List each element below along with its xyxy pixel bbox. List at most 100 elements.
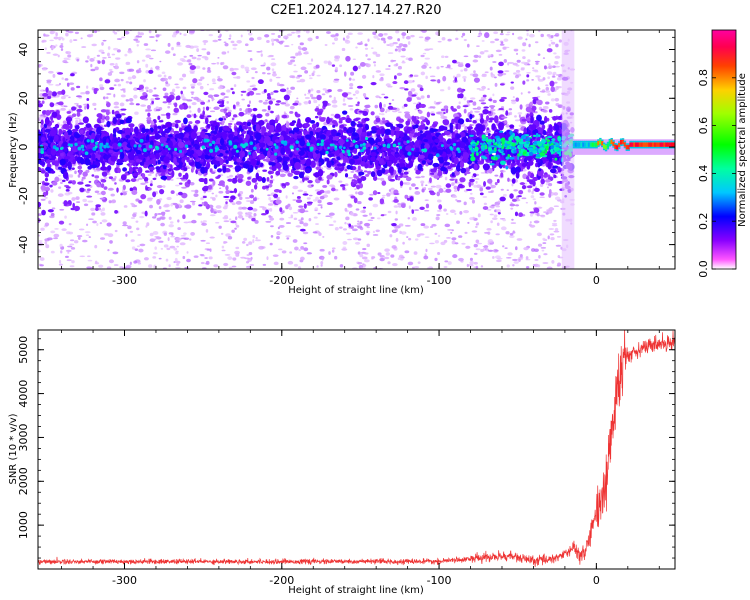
- heatmap-cell: [113, 103, 119, 105]
- heatmap-cell: [502, 193, 507, 197]
- heatmap-cell: [404, 224, 411, 227]
- heatmap-cell: [512, 264, 515, 267]
- heatmap-cell: [168, 264, 171, 268]
- heatmap-cell: [526, 185, 533, 189]
- heatmap-cell: [487, 54, 492, 56]
- heatmap-cell: [278, 189, 282, 194]
- heatmap-cell: [160, 113, 167, 116]
- heatmap-cell: [151, 100, 155, 105]
- heatmap-cell: [384, 248, 390, 252]
- heatmap-cell: [431, 223, 437, 227]
- heatmap-cell: [215, 194, 218, 198]
- heatmap-cell: [146, 117, 152, 121]
- heatmap-cell: [180, 237, 187, 240]
- heatmap-cell: [500, 41, 504, 44]
- heatmap-cell: [437, 252, 441, 255]
- heatmap-cell: [294, 246, 299, 251]
- heatmap-cell: [244, 197, 250, 200]
- heatmap-cell: [472, 119, 477, 124]
- heatmap-cell: [65, 186, 71, 189]
- heatmap-cell: [149, 204, 153, 209]
- heatmap-cell: [271, 68, 275, 72]
- heatmap-cell: [187, 179, 191, 185]
- heatmap-cell: [396, 72, 403, 76]
- heatmap-cell: [494, 82, 498, 87]
- heatmap-cell: [219, 187, 222, 189]
- heatmap-cell: [164, 209, 171, 212]
- heatmap-cell: [414, 191, 421, 195]
- heatmap-cell: [372, 51, 378, 55]
- heatmap-cell: [539, 196, 545, 199]
- heatmap-cell: [165, 258, 169, 262]
- heatmap-cell: [183, 221, 190, 224]
- heatmap-cell: [511, 183, 514, 187]
- heatmap-cell: [286, 87, 289, 90]
- heatmap-cell: [383, 256, 390, 260]
- heatmap-cell: [273, 261, 279, 266]
- heatmap-cell: [198, 178, 205, 183]
- heatmap-cell: [319, 117, 326, 122]
- heatmap-cell: [244, 43, 249, 47]
- heatmap-cell: [130, 217, 136, 219]
- heatmap-cell: [252, 197, 257, 202]
- heatmap-cell: [329, 215, 333, 219]
- heatmap-cell: [205, 260, 210, 265]
- heatmap-cell: [303, 242, 308, 245]
- heatmap-cell: [276, 100, 282, 103]
- heatmap-cell: [203, 185, 209, 189]
- heatmap-cell: [80, 37, 83, 40]
- heatmap-cell: [159, 60, 162, 63]
- heatmap-cell: [525, 106, 532, 113]
- heatmap-cell: [228, 198, 234, 203]
- heatmap-cell: [292, 199, 297, 201]
- heatmap-cell: [259, 206, 265, 208]
- heatmap-cell: [493, 31, 498, 35]
- heatmap-cell: [516, 52, 519, 55]
- heatmap-cell: [331, 99, 338, 104]
- heatmap-cell: [100, 109, 107, 113]
- heatmap-cell: [505, 256, 512, 259]
- heatmap-cell: [261, 176, 266, 184]
- heatmap-cell: [391, 229, 397, 233]
- heatmap-cell: [78, 119, 82, 123]
- heatmap-cell: [502, 46, 506, 50]
- heatmap-cell: [219, 84, 223, 88]
- heatmap-cell: [103, 186, 108, 190]
- heatmap-cell: [461, 35, 464, 38]
- heatmap-cell: [38, 213, 42, 217]
- heatmap-cell: [165, 112, 171, 117]
- heatmap-cell: [185, 204, 192, 209]
- heatmap-cell: [189, 54, 194, 57]
- heatmap-cell: [540, 246, 547, 249]
- heatmap-cell: [169, 245, 176, 249]
- heatmap-cell: [82, 239, 88, 243]
- heatmap-cell: [170, 203, 173, 207]
- heatmap-cell: [532, 180, 536, 187]
- heatmap-cell: [112, 251, 119, 255]
- heatmap-cell: [307, 62, 313, 65]
- heatmap-cell: [209, 88, 215, 91]
- heatmap-cell: [491, 204, 496, 207]
- heatmap-cell: [412, 217, 417, 221]
- heatmap-cell: [463, 210, 469, 214]
- heatmap-cell: [476, 106, 481, 110]
- heatmap-cell: [128, 123, 135, 128]
- heatmap-cell: [233, 114, 238, 118]
- heatmap-cell: [65, 32, 69, 37]
- heatmap-cell: [151, 216, 157, 219]
- heatmap-cell: [96, 222, 99, 227]
- heatmap-cell: [266, 92, 271, 98]
- heatmap-cell: [308, 89, 311, 94]
- heatmap-cell: [387, 210, 392, 214]
- heatmap-cell: [357, 191, 364, 196]
- heatmap-cell: [451, 240, 456, 245]
- heatmap-cell: [331, 64, 336, 67]
- heatmap-cell: [554, 61, 559, 65]
- heatmap-cell: [78, 105, 82, 109]
- heatmap-cell: [532, 263, 536, 267]
- heatmap-cell: [230, 87, 234, 91]
- heatmap-cell: [53, 237, 59, 240]
- heatmap-cell: [49, 39, 54, 42]
- heatmap-cell: [191, 201, 196, 206]
- heatmap-cell: [328, 224, 334, 226]
